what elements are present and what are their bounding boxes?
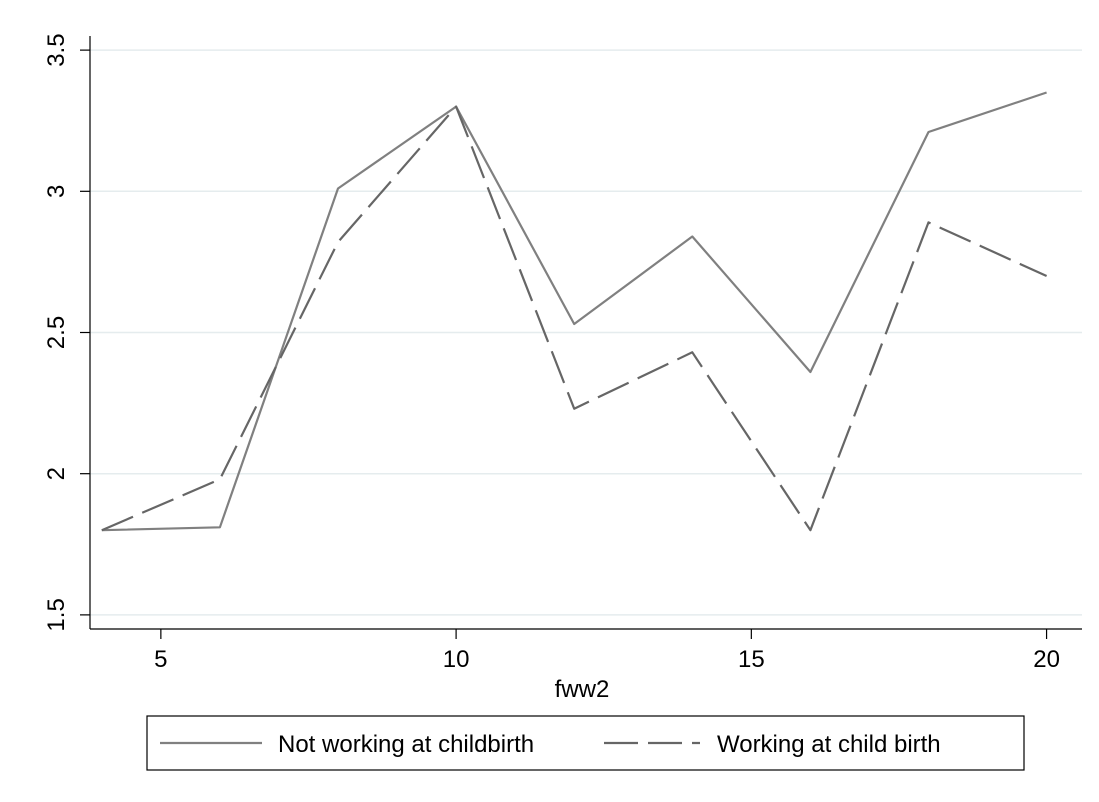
legend-label-2: Working at child birth <box>717 731 941 758</box>
y-tick-label: 2.5 <box>43 316 70 349</box>
y-tick-label: 3 <box>43 185 70 198</box>
gridlines <box>90 49 1082 616</box>
series-line-2 <box>101 105 1048 532</box>
y-tick-label: 3.5 <box>43 33 70 66</box>
legend: Not working at childbirth Working at chil… <box>146 715 1025 771</box>
x-tick-label: 15 <box>738 646 765 673</box>
x-axis-title: fww2 <box>555 676 610 703</box>
legend-box <box>146 715 1025 771</box>
series-line-1 <box>101 91 1047 532</box>
y-tick-label: 1.5 <box>43 598 70 631</box>
series-lines <box>101 91 1048 532</box>
y-tick-label: 2 <box>43 467 70 480</box>
x-tick-label: 5 <box>154 646 167 673</box>
x-ticks: 5 10 15 20 <box>154 629 1060 673</box>
x-tick-label: 10 <box>443 646 470 673</box>
x-tick-label: 20 <box>1033 646 1060 673</box>
y-ticks: 1.5 2 2.5 3 3.5 <box>43 33 90 632</box>
legend-label-1: Not working at childbirth <box>278 731 534 758</box>
